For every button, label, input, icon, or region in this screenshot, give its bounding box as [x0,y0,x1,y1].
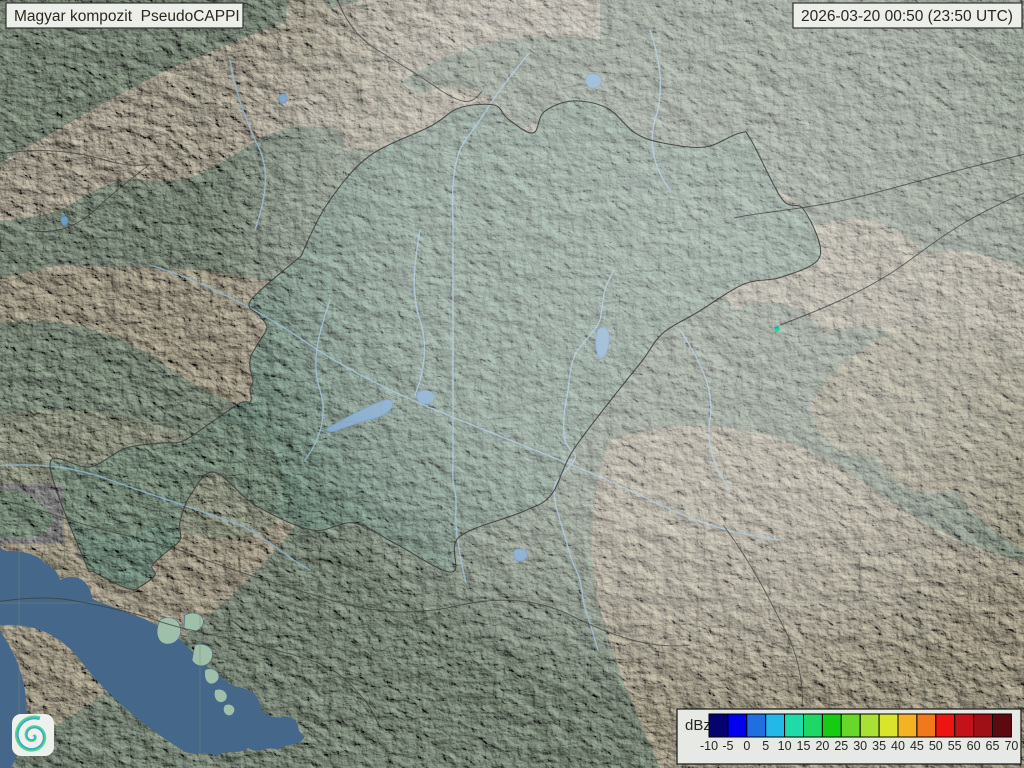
svg-text:20: 20 [815,739,829,753]
svg-text:15: 15 [797,739,811,753]
svg-text:55: 55 [948,739,962,753]
svg-text:30: 30 [853,739,867,753]
svg-text:25: 25 [834,739,848,753]
svg-text:0: 0 [743,739,750,753]
svg-text:Magyar kompozit PseudoCAPPI: Magyar kompozit PseudoCAPPI [14,8,240,25]
svg-text:-5: -5 [722,739,733,753]
svg-text:-10: -10 [700,739,718,753]
svg-text:50: 50 [929,739,943,753]
svg-text:60: 60 [967,739,981,753]
svg-text:10: 10 [778,739,792,753]
svg-text:5: 5 [762,739,769,753]
svg-text:65: 65 [986,739,1000,753]
svg-text:dBz: dBz [685,717,711,734]
svg-text:2026-03-20 00:50 (23:50 UTC): 2026-03-20 00:50 (23:50 UTC) [801,8,1013,25]
svg-text:35: 35 [872,739,886,753]
svg-text:45: 45 [910,739,924,753]
svg-text:40: 40 [891,739,905,753]
svg-text:70: 70 [1004,739,1018,753]
